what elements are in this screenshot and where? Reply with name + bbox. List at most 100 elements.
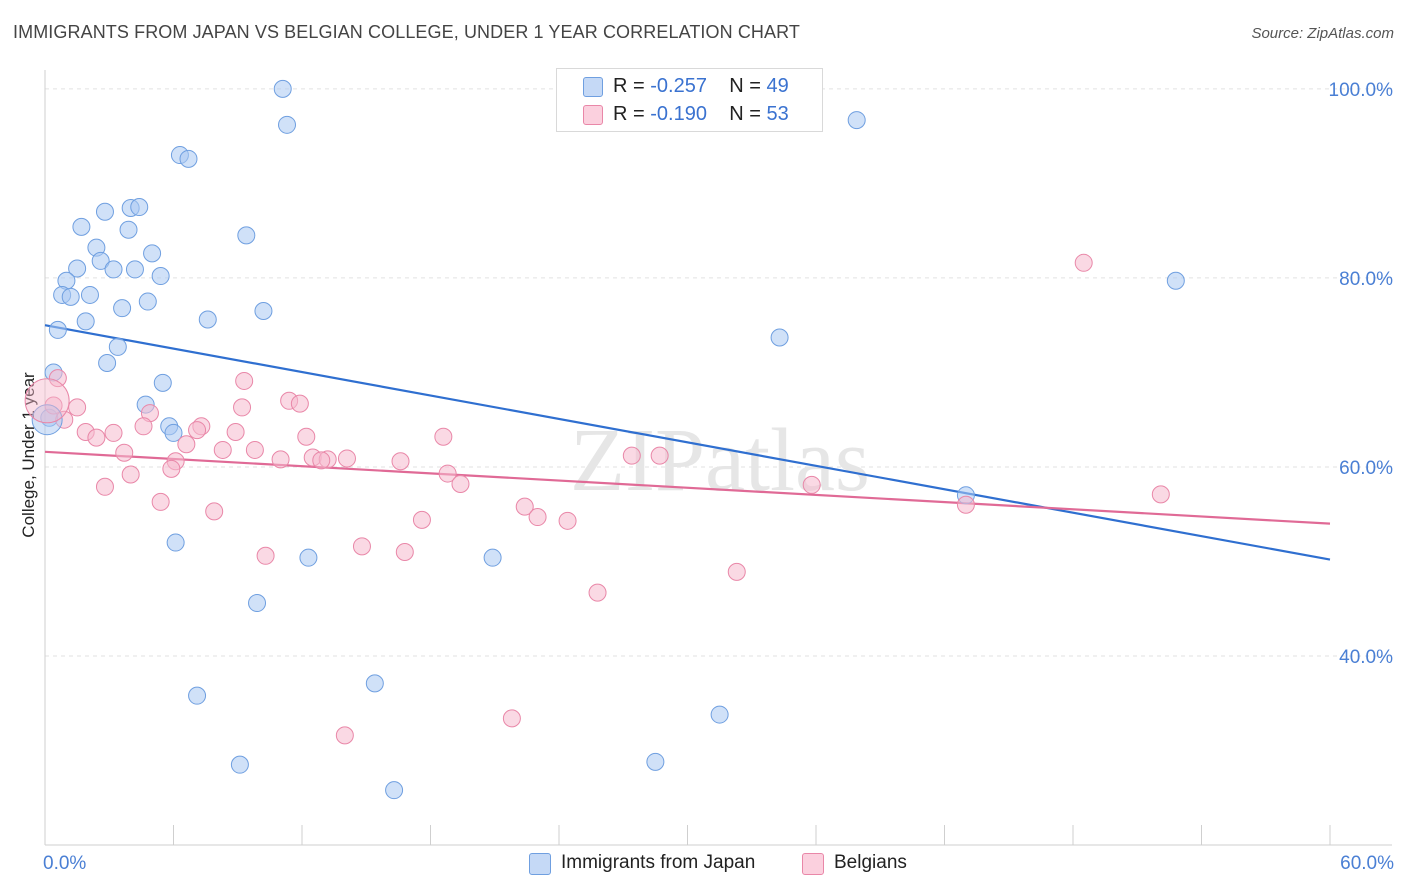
legend-n-label: N = (729, 75, 767, 97)
japan-point (143, 244, 162, 263)
belgian-point (24, 378, 70, 424)
belgian-point (1074, 253, 1093, 272)
watermark: ZIPatlas (570, 411, 870, 510)
japan-point (237, 226, 256, 245)
axes (44, 70, 1392, 846)
belgian-point (438, 464, 457, 483)
legend-swatch-belgians (583, 105, 603, 125)
legend-r-label: R = (613, 103, 651, 125)
belgian-point (802, 475, 821, 494)
y-tick-label: 100.0% (1329, 80, 1394, 101)
japan-point (365, 674, 384, 693)
belgian-point (391, 452, 410, 471)
belgian-point (502, 709, 521, 728)
japan-point (119, 220, 138, 239)
belgian-point (134, 417, 153, 436)
japan-point (188, 686, 207, 705)
belgian-point (235, 371, 254, 390)
belgian-point (352, 537, 371, 556)
y-tick-label: 40.0% (1339, 647, 1393, 668)
belgian-point (95, 477, 114, 496)
belgian-point (312, 451, 331, 470)
japan-point (98, 353, 117, 372)
japan-trend-line (44, 324, 1331, 561)
belgian-trend-line (44, 450, 1331, 525)
belgian-point (956, 495, 975, 514)
japan-point (273, 79, 292, 98)
belgian-point (104, 423, 123, 442)
japan-point (1166, 271, 1185, 290)
japan-point (151, 267, 170, 286)
japan-point (104, 260, 123, 279)
bottom-label-japan: Immigrants from Japan (561, 852, 756, 873)
belgian-point (412, 510, 431, 529)
belgian-point (151, 492, 170, 511)
legend-n-value: 53 (766, 103, 789, 125)
legend-r-value: -0.190 (650, 103, 707, 125)
japan-point (385, 781, 404, 800)
legend-n-label: N = (729, 103, 767, 125)
japan-point (125, 260, 144, 279)
japan-point (278, 115, 297, 134)
belgian-point (588, 583, 607, 602)
belgian-point (297, 427, 316, 446)
belgian-point (188, 421, 207, 440)
japan-point (164, 423, 183, 442)
belgian-point (335, 726, 354, 745)
y-tick-label: 60.0% (1339, 458, 1393, 479)
belgian-point (68, 398, 87, 417)
japan-point (483, 548, 502, 567)
japan-point (770, 328, 789, 347)
belgian-point (558, 511, 577, 530)
japan-point (48, 320, 67, 339)
belgian-point (205, 502, 224, 521)
bottom-swatch-belgians (802, 853, 824, 875)
belgian-point (271, 450, 290, 469)
belgian-point (87, 428, 106, 447)
belgian-point (213, 440, 232, 459)
data-points (24, 79, 1185, 800)
japan-point (254, 302, 273, 321)
japan-point (138, 292, 157, 311)
legend-text-japan: R = -0.257 N = 49 (613, 75, 789, 98)
japan-point (68, 259, 87, 278)
japan-point (91, 251, 110, 270)
japan-point (230, 755, 249, 774)
x-tick-label: 0.0% (43, 853, 86, 874)
belgian-point (727, 562, 746, 581)
belgian-point (337, 449, 356, 468)
japan-point (76, 312, 95, 331)
japan-point (646, 752, 665, 771)
japan-point (179, 149, 198, 168)
belgian-point (162, 459, 181, 478)
chart-source: Source: ZipAtlas.com (1251, 25, 1394, 42)
belgian-point (650, 446, 669, 465)
bottom-label-belgians: Belgians (834, 852, 907, 873)
belgian-point (226, 422, 245, 441)
japan-point (113, 299, 132, 318)
japan-point (166, 533, 185, 552)
belgian-point (290, 394, 309, 413)
japan-point (248, 594, 267, 613)
japan-point (130, 198, 149, 217)
belgian-point (1151, 485, 1170, 504)
belgian-point (115, 443, 134, 462)
belgian-point (121, 465, 140, 484)
belgian-point (48, 369, 67, 388)
correlation-legend: R = -0.257 N = 49 R = -0.190 N = 53 (556, 68, 823, 132)
legend-r-value: -0.257 (650, 75, 707, 97)
japan-point (198, 310, 217, 329)
japan-point (72, 217, 91, 236)
belgian-point (177, 435, 196, 454)
chart-title: IMMIGRANTS FROM JAPAN VS BELGIAN COLLEGE… (13, 22, 801, 42)
japan-point (61, 287, 80, 306)
legend-r-label: R = (613, 75, 651, 97)
belgian-point (256, 546, 275, 565)
legend-n-value: 49 (766, 75, 789, 97)
japan-point (847, 111, 866, 130)
belgian-point (245, 440, 264, 459)
japan-point (95, 202, 114, 221)
bottom-swatch-japan (529, 853, 551, 875)
belgian-point (528, 508, 547, 527)
legend-text-belgians: R = -0.190 N = 53 (613, 103, 789, 126)
